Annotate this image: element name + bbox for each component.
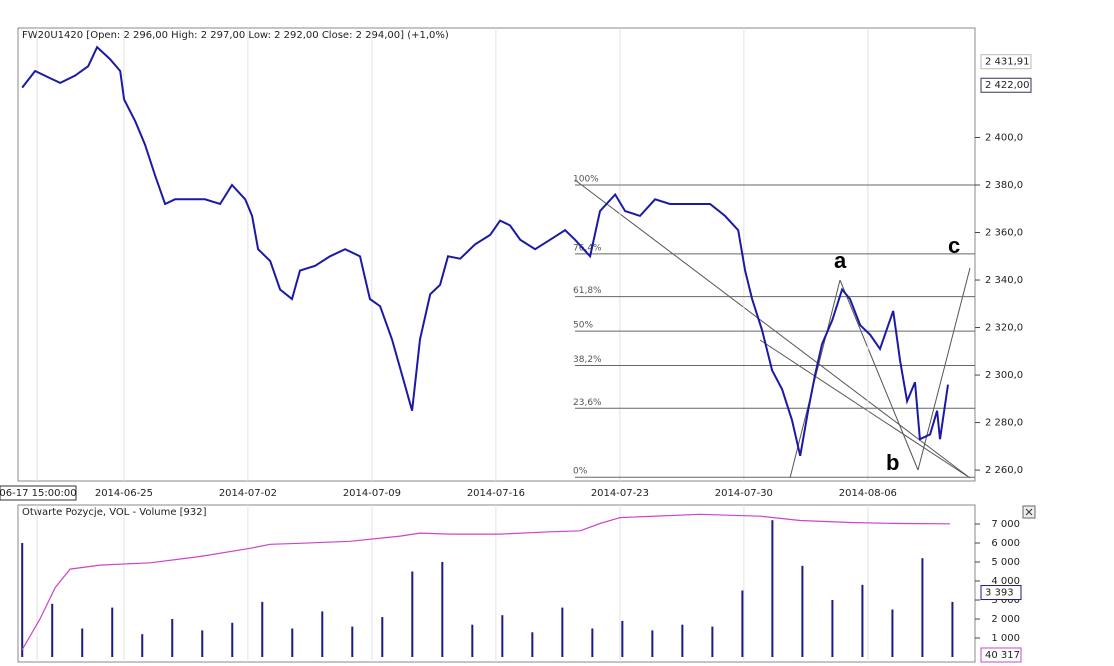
- y-tick-label: 4 000: [991, 576, 1020, 587]
- volume-bar: [951, 601, 954, 657]
- x-tick-label: 2014-06-25: [95, 488, 153, 499]
- x-tick-label: 2014-07-09: [343, 488, 401, 499]
- y-tick-label: 2 380,0: [985, 180, 1023, 191]
- y-tick-label: 6 000: [991, 538, 1020, 549]
- y-tick-label: 1 000: [991, 633, 1020, 644]
- price-title: FW20U1420 [Open: 2 296,00 High: 2 297,00…: [22, 30, 449, 41]
- volume-bar: [321, 611, 324, 657]
- y-tick-label: 2 340,0: [985, 275, 1023, 286]
- trend-line: [839, 279, 919, 471]
- volume-bar: [651, 630, 654, 657]
- x-tick-label: 2014-07-16: [467, 488, 525, 499]
- close-icon: [1025, 508, 1033, 516]
- y-tick-label: 7 000: [991, 519, 1020, 530]
- volume-bar: [81, 628, 84, 657]
- x-tick-label: 2014-08-06: [839, 488, 897, 499]
- y-tick-label: 2 300,0: [985, 370, 1023, 381]
- fib-label: 38,2%: [573, 355, 602, 365]
- wave-label: c: [948, 233, 960, 258]
- price-pane: [17, 27, 976, 482]
- volume-bar: [741, 590, 744, 657]
- price-box: [980, 77, 1032, 93]
- volume-bar: [171, 619, 174, 657]
- volume-bar: [831, 600, 834, 657]
- volume-bar: [201, 630, 204, 657]
- volume-bar: [921, 558, 924, 657]
- fib-label: 23,6%: [573, 398, 602, 408]
- y-tick-label: 2 400,0: [985, 133, 1023, 144]
- volume-bar: [891, 609, 894, 657]
- trend-line: [917, 267, 971, 471]
- value-label: 40 317: [985, 650, 1020, 661]
- volume-title: Otwarte Pozycje, VOL - Volume [932]: [22, 507, 207, 518]
- volume-bar: [231, 622, 234, 657]
- x-tick-label: 06-17 15:00:00: [0, 488, 77, 499]
- open-interest-line: [21, 513, 951, 651]
- y-tick-label: 2 320,0: [985, 323, 1023, 334]
- price-line: [21, 45, 949, 457]
- volume-bar: [561, 607, 564, 657]
- volume-bar: [471, 624, 474, 657]
- x-tick-label: 2014-07-02: [219, 488, 277, 499]
- volume-bar: [291, 628, 294, 657]
- volume-bar: [441, 562, 444, 657]
- volume-bar: [771, 520, 774, 657]
- value-label: 3 393: [985, 588, 1014, 599]
- volume-pane: [17, 504, 976, 663]
- price-box: [980, 54, 1032, 70]
- volume-bar: [141, 634, 144, 657]
- volume-bar: [21, 543, 24, 657]
- volume-bar: [591, 628, 594, 657]
- y-tick-label: 2 260,0: [985, 465, 1023, 476]
- volume-bar: [501, 615, 504, 657]
- fib-label: 61,8%: [573, 286, 602, 296]
- wave-label: b: [886, 450, 899, 475]
- y-tick-label: 2 360,0: [985, 228, 1023, 239]
- volume-bar: [711, 626, 714, 657]
- value-box: [980, 585, 1022, 601]
- fib-label: 76,4%: [573, 243, 602, 253]
- price-label: 2 431,91: [985, 57, 1030, 68]
- y-tick-label: 3 000: [991, 595, 1020, 606]
- volume-bar: [381, 617, 384, 657]
- volume-bar: [531, 632, 534, 657]
- value-box: [980, 647, 1022, 663]
- volume-bar: [351, 626, 354, 657]
- volume-bar: [261, 601, 264, 657]
- x-tick-box: [0, 485, 77, 501]
- volume-bar: [411, 571, 414, 657]
- fib-label: 0%: [573, 467, 588, 477]
- volume-bar: [861, 584, 864, 657]
- y-tick-label: 5 000: [991, 557, 1020, 568]
- price-label: 2 422,00: [985, 80, 1030, 91]
- y-tick-label: 2 280,0: [985, 418, 1023, 429]
- x-tick-label: 2014-07-23: [591, 488, 649, 499]
- fib-label: 50%: [573, 321, 593, 331]
- wave-label: a: [834, 248, 847, 273]
- x-tick-label: 2014-07-30: [715, 488, 773, 499]
- volume-bar: [621, 620, 624, 657]
- y-tick-label: 2 000: [991, 614, 1020, 625]
- volume-bar: [681, 624, 684, 657]
- volume-bar: [51, 603, 54, 657]
- fib-label: 100%: [573, 175, 599, 185]
- volume-bar: [111, 607, 114, 657]
- volume-bar: [801, 565, 804, 657]
- trend-line: [759, 339, 971, 479]
- trend-line: [574, 179, 971, 479]
